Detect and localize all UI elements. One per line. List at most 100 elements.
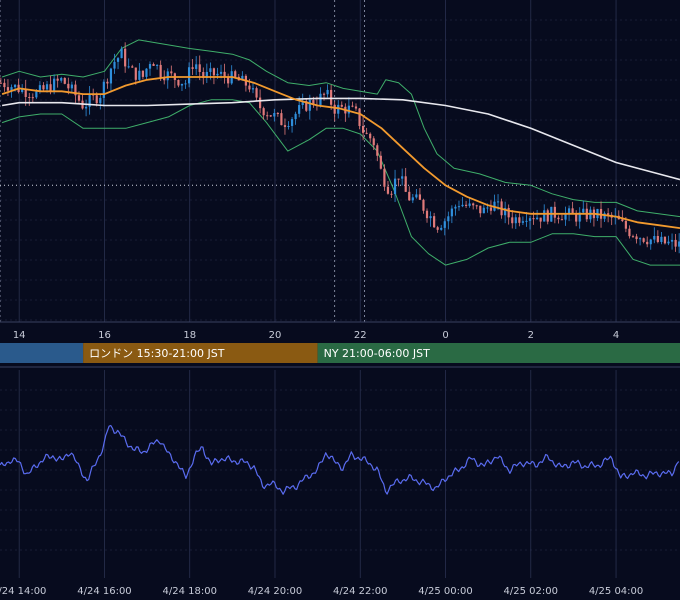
candle-body: [379, 155, 382, 169]
candle-body: [390, 193, 393, 195]
candle-body: [141, 70, 145, 77]
candle-body: [528, 218, 532, 221]
candle-body: [436, 227, 439, 230]
candle-body: [330, 89, 333, 105]
candle-body: [337, 104, 340, 114]
candle-body: [365, 132, 368, 134]
candle-body: [642, 238, 645, 242]
candle-body: [31, 97, 34, 99]
candle-body: [290, 119, 294, 126]
candle-body: [670, 239, 674, 242]
candle-body: [646, 241, 649, 245]
candle-body: [582, 208, 585, 213]
candle-body: [152, 64, 155, 66]
candle-body: [63, 78, 66, 84]
candle-body: [383, 168, 386, 187]
candle-body: [397, 178, 400, 180]
candle-body: [482, 207, 485, 214]
candle-body: [298, 105, 301, 114]
osc-x-tick-label: 4/25 02:00: [504, 586, 558, 597]
osc-x-tick-label: 4/24 18:00: [162, 586, 216, 597]
candle-body: [354, 106, 358, 109]
candle-body: [255, 88, 258, 98]
candle-body: [3, 82, 6, 88]
candle-body: [468, 203, 471, 206]
candle-body: [660, 236, 663, 242]
candle-body: [560, 219, 564, 221]
fast-moving-average-line: [1, 76, 680, 229]
session-block: [0, 343, 84, 363]
candle-body: [28, 96, 31, 98]
candle-body: [241, 75, 244, 81]
session-label: ロンドン 15:30-21:00 JST: [89, 347, 225, 360]
candle-body: [24, 88, 27, 97]
oscillator-panel: [0, 424, 680, 495]
candle-body: [95, 95, 98, 104]
candle-body: [443, 221, 446, 228]
candle-body: [77, 95, 81, 101]
candle-body: [536, 217, 539, 220]
candle-body: [60, 78, 63, 81]
candle-body: [184, 83, 187, 85]
candle-body: [280, 113, 283, 126]
candle-body: [138, 70, 141, 80]
candle-body: [10, 87, 13, 91]
candle-body: [376, 145, 379, 156]
candle-body: [624, 221, 627, 229]
candle-body: [450, 208, 453, 217]
candle-body: [546, 210, 549, 222]
candle-body: [180, 83, 184, 86]
candle-body: [35, 91, 38, 98]
candle-body: [322, 93, 326, 95]
candle-body: [262, 108, 265, 116]
session-label: NY 21:00-06:00 JST: [324, 347, 431, 360]
candle-body: [504, 207, 507, 216]
candle-body: [305, 101, 308, 111]
session-bar: ロンドン 15:30-21:00 JST NY 21:00-06:00 JST: [0, 343, 680, 368]
candle-body: [301, 101, 304, 106]
candle-body: [411, 197, 414, 201]
candle-body: [106, 81, 109, 84]
osc-x-tick-label: 4/24 16:00: [77, 586, 131, 597]
candle-body: [464, 204, 468, 206]
candle-body: [266, 115, 269, 117]
osc-x-tick-label: 4/25 04:00: [589, 586, 643, 597]
candle-body: [521, 221, 524, 223]
main-x-tick-label: 4: [613, 330, 619, 341]
candle-body: [294, 113, 297, 120]
candle-body: [113, 61, 116, 69]
candle-body: [159, 64, 162, 78]
candle-body: [251, 88, 255, 90]
candle-body: [88, 94, 91, 107]
candle-body: [447, 216, 450, 222]
candle-body: [514, 217, 517, 224]
candle-body: [131, 66, 134, 68]
candle-body: [486, 207, 489, 209]
candle-body: [638, 238, 642, 240]
candle-body: [219, 71, 223, 74]
candle-body: [273, 113, 276, 117]
candle-body: [70, 84, 73, 89]
candle-body: [422, 199, 425, 211]
candle-body: [67, 83, 70, 89]
candle-body: [38, 85, 42, 92]
candle-body: [42, 85, 45, 90]
candle-body: [571, 208, 574, 214]
main-x-tick-label: 20: [269, 330, 282, 341]
oscillator-line: [0, 424, 680, 495]
candle-body: [134, 67, 137, 80]
candle-body: [124, 48, 127, 67]
candle-body: [13, 84, 17, 88]
candle-body: [415, 194, 418, 198]
candle-body: [653, 235, 656, 240]
candle-body: [418, 194, 422, 200]
osc-x-tick-label: 4/24 20:00: [248, 586, 302, 597]
candle-body: [518, 217, 521, 223]
candle-body: [116, 58, 120, 62]
candle-body: [212, 68, 216, 76]
candle-body: [649, 239, 652, 245]
candle-body: [6, 87, 10, 91]
candle-body: [145, 68, 148, 77]
candle-body: [248, 85, 251, 90]
candle-body: [170, 71, 173, 74]
